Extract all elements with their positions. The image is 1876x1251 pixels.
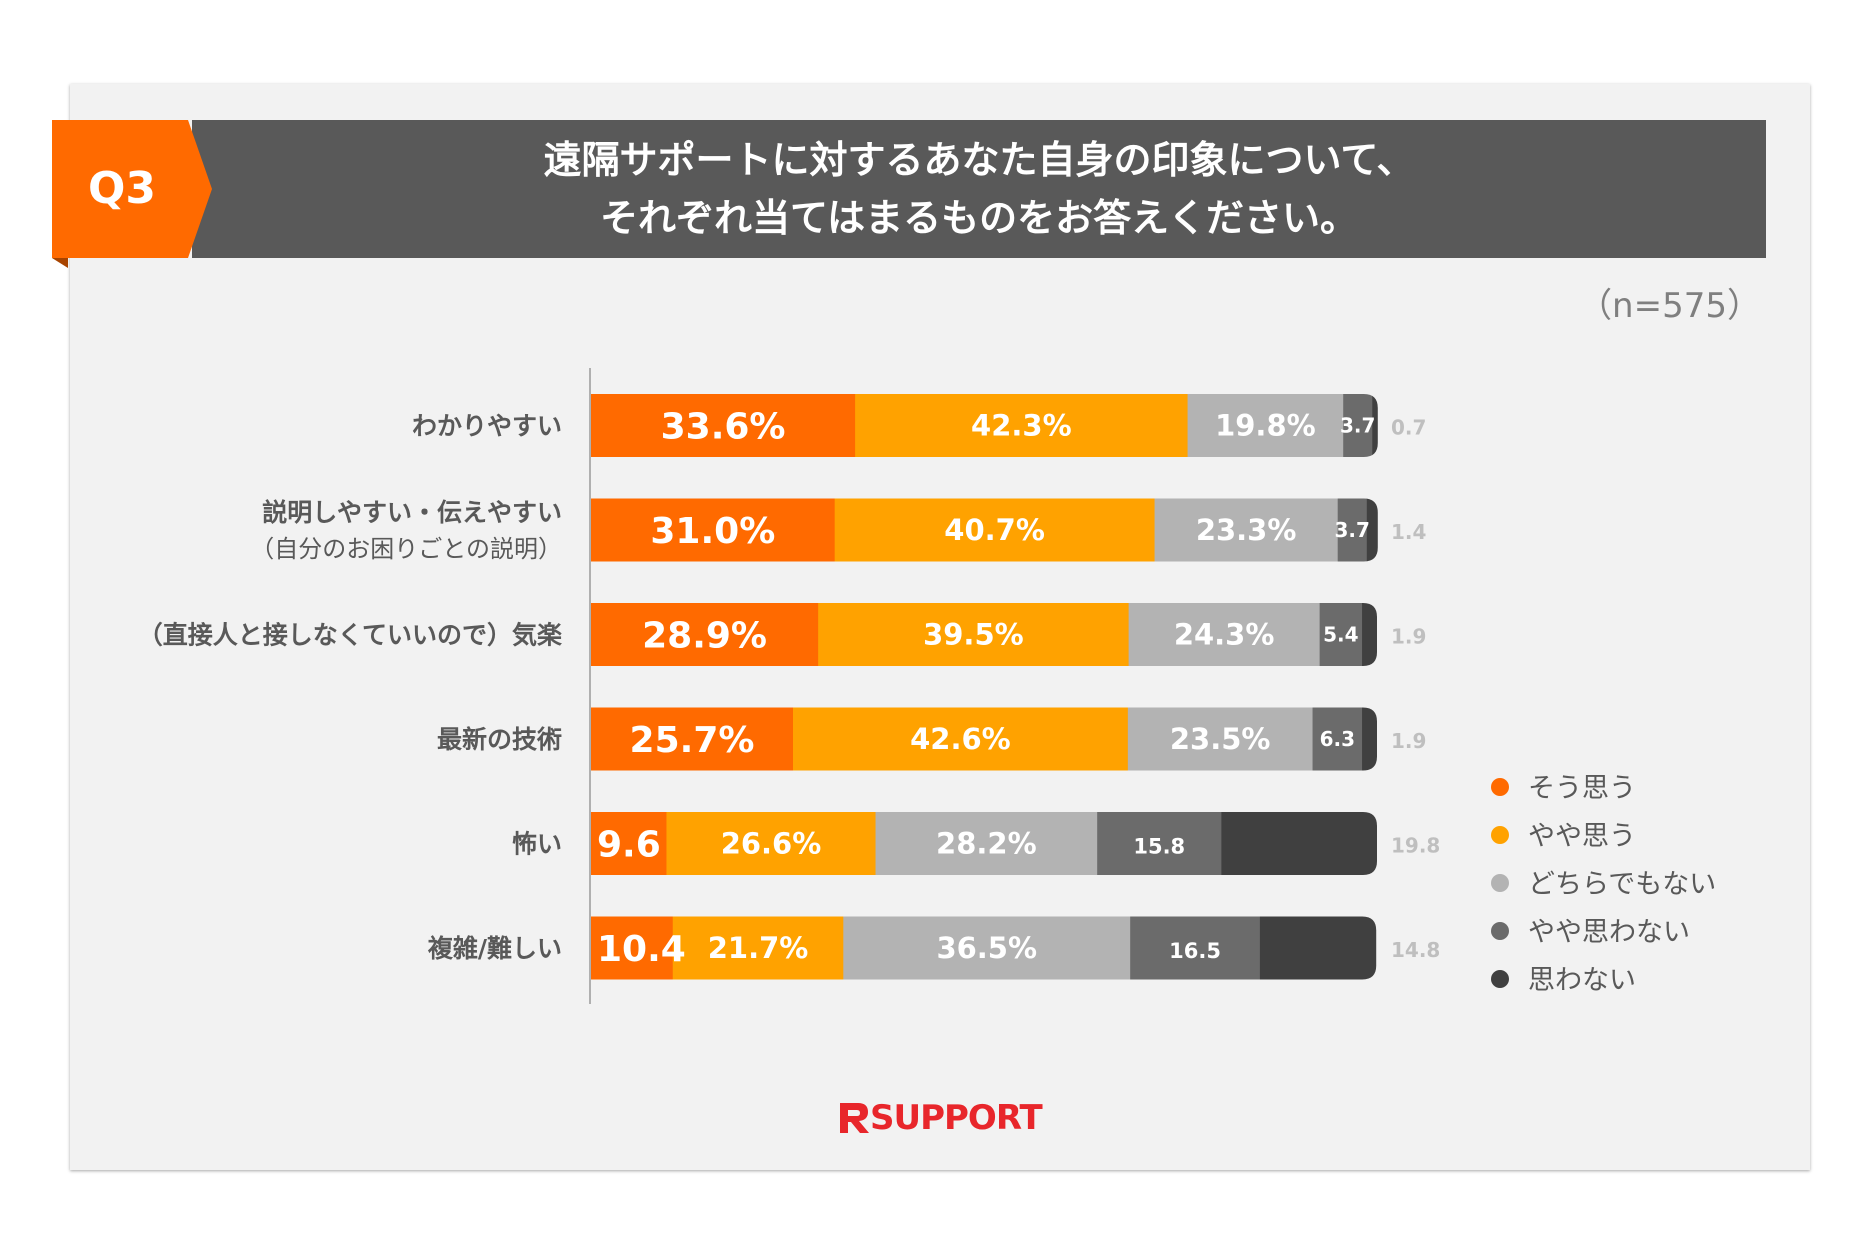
data-label: 42.3%: [971, 409, 1072, 443]
data-label: 42.6%: [910, 722, 1011, 756]
bar-segment: [1362, 603, 1377, 666]
data-label: 1.9: [1391, 625, 1426, 649]
data-label: 1.9: [1391, 729, 1426, 753]
bar-row: [591, 498, 1378, 562]
data-label: 25.7%: [630, 720, 755, 761]
category-sublabel: （自分のお困りごとの説明）: [250, 535, 562, 563]
category-label: 複雑/難しい: [428, 934, 562, 963]
bar-segment: [1187, 394, 1344, 457]
question-tab: [52, 120, 212, 258]
bar-row: [591, 603, 1377, 666]
data-label: 3.7: [1335, 518, 1370, 542]
bar-segment: [666, 812, 877, 875]
data-label: 14.8: [1391, 938, 1440, 962]
bar-segment: [834, 498, 1156, 562]
bar-segment: [1127, 707, 1314, 771]
legend-marker: [1491, 778, 1509, 796]
bar-row: [591, 394, 1378, 457]
legend-label: そう思う: [1528, 773, 1636, 804]
bar-segment: [591, 916, 674, 980]
rsupport-logo-mark-icon: [840, 1103, 869, 1133]
bar-segment: [591, 498, 836, 562]
chart-title-line2: それぞれ当てはまるものをお答えください。: [599, 196, 1359, 240]
data-label: 24.3%: [1174, 618, 1275, 652]
bar-segment: [672, 916, 844, 980]
bar-segment: [1343, 394, 1373, 457]
question-tab-fold: [52, 258, 68, 268]
data-label: 19.8%: [1215, 409, 1316, 443]
bar-segment: [1130, 916, 1261, 980]
chart-title-line1: 遠隔サポートに対するあなた自身の印象について、: [543, 138, 1415, 182]
data-label: 6.3: [1320, 727, 1355, 751]
data-label: 26.6%: [721, 827, 822, 861]
data-label: 39.5%: [923, 618, 1024, 652]
bar-segment: [843, 916, 1131, 980]
data-label: 23.5%: [1170, 722, 1271, 756]
bar-row: [591, 707, 1377, 771]
bar-segment: [1366, 498, 1378, 562]
category-label: わかりやすい: [412, 412, 562, 441]
data-label: 10.4: [597, 929, 686, 970]
category-label: （直接人と接しなくていいので）気楽: [138, 621, 563, 650]
category-label: 説明しやすい・伝えやすい: [262, 498, 562, 527]
data-label: 3.7: [1340, 414, 1375, 438]
legend-label: やや思わない: [1528, 917, 1690, 948]
legend-marker: [1491, 874, 1509, 892]
data-label: 23.3%: [1196, 513, 1297, 547]
bar-segment: [1259, 916, 1377, 980]
data-label: 40.7%: [944, 513, 1045, 547]
data-label: 0.7: [1391, 416, 1426, 440]
category-label: 怖い: [512, 830, 562, 859]
legend-marker: [1491, 970, 1509, 988]
legend-label: やや思う: [1528, 821, 1636, 852]
bar-segment: [591, 707, 794, 771]
legend-marker: [1491, 826, 1509, 844]
bar-segment: [591, 812, 667, 875]
bar-segment: [1319, 603, 1363, 666]
chart-title: 遠隔サポートに対するあなた自身の印象について、 それぞれ当てはまるものをお答えく…: [192, 120, 1766, 258]
legend-marker: [1491, 922, 1509, 940]
data-label: 5.4: [1323, 623, 1358, 647]
bar-row: [591, 812, 1377, 875]
bar-segment: [1221, 812, 1377, 875]
bar-segment: [1362, 707, 1377, 771]
bar-segment: [875, 812, 1098, 875]
data-label: 28.9%: [642, 616, 767, 657]
legend-label: 思わない: [1528, 965, 1636, 996]
data-label: 28.2%: [936, 827, 1037, 861]
category-label: 最新の技術: [437, 725, 562, 754]
bar-segment: [793, 707, 1129, 771]
data-label: 9.6: [597, 825, 661, 866]
data-label: 16.5: [1169, 939, 1221, 963]
title-bar: [192, 120, 1766, 258]
bar-segment: [1337, 498, 1368, 562]
question-number: Q3: [87, 163, 157, 214]
data-label: 33.6%: [661, 407, 786, 448]
bar-segment: [1312, 707, 1363, 771]
legend-label: どちらでもない: [1528, 869, 1716, 900]
data-label: 19.8: [1391, 834, 1440, 858]
data-label: 15.8: [1133, 835, 1185, 859]
data-label: 36.5%: [936, 931, 1037, 965]
data-label: 1.4: [1391, 520, 1426, 544]
rsupport-logo: SUPPORT: [838, 1095, 1043, 1141]
data-label: 31.0%: [650, 511, 775, 552]
bar-segment: [818, 603, 1130, 666]
bar-segment: [591, 603, 819, 666]
logo-text: SUPPORT: [870, 1098, 1043, 1138]
bar-segment: [1097, 812, 1222, 875]
sample-size: （n=575）: [1578, 286, 1761, 326]
bar-row: [591, 916, 1377, 980]
bar-segment: [1372, 394, 1378, 457]
bar-segment: [1128, 603, 1321, 666]
bar-segment: [591, 394, 856, 457]
bar-segment: [855, 394, 1189, 457]
bar-segment: [1154, 498, 1339, 562]
data-label: 21.7%: [708, 931, 809, 965]
